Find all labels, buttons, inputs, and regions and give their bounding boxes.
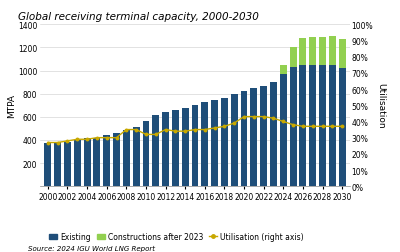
Bar	[142, 122, 149, 186]
Legend: Existing, Constructions after 2023, Utilisation (right axis): Existing, Constructions after 2023, Util…	[46, 229, 306, 244]
Bar	[241, 91, 248, 186]
Utilisation (right axis)	[300, 125, 305, 128]
Bar	[339, 40, 346, 69]
Bar	[300, 66, 306, 186]
Utilisation (right axis)	[271, 117, 276, 120]
Utilisation (right axis)	[193, 129, 198, 132]
Bar	[64, 142, 71, 186]
Line: Utilisation (right axis): Utilisation (right axis)	[46, 116, 344, 144]
Bar	[309, 66, 316, 186]
Utilisation (right axis)	[320, 125, 325, 128]
Bar	[339, 69, 346, 186]
Utilisation (right axis)	[55, 141, 60, 144]
Bar	[290, 48, 296, 68]
Bar	[123, 130, 130, 186]
Bar	[319, 38, 326, 66]
Utilisation (right axis)	[261, 116, 266, 119]
Bar	[309, 38, 316, 66]
Utilisation (right axis)	[144, 133, 148, 136]
Bar	[113, 134, 120, 186]
Text: Source: 2024 IGU World LNG Report: Source: 2024 IGU World LNG Report	[28, 245, 155, 251]
Utilisation (right axis)	[310, 125, 315, 128]
Utilisation (right axis)	[94, 137, 99, 140]
Bar	[211, 101, 218, 186]
Utilisation (right axis)	[114, 137, 119, 140]
Bar	[84, 139, 90, 186]
Utilisation (right axis)	[46, 141, 50, 144]
Utilisation (right axis)	[163, 129, 168, 132]
Bar	[329, 37, 336, 66]
Bar	[280, 75, 287, 186]
Utilisation (right axis)	[65, 140, 70, 143]
Utilisation (right axis)	[291, 124, 296, 127]
Utilisation (right axis)	[134, 129, 138, 132]
Text: Global receiving terminal capacity, 2000-2030: Global receiving terminal capacity, 2000…	[18, 12, 259, 22]
Utilisation (right axis)	[252, 116, 256, 119]
Utilisation (right axis)	[212, 127, 217, 130]
Bar	[182, 108, 189, 186]
Y-axis label: MTPA: MTPA	[8, 94, 16, 118]
Y-axis label: Utilisation: Utilisation	[376, 83, 385, 129]
Utilisation (right axis)	[75, 138, 80, 141]
Utilisation (right axis)	[153, 133, 158, 136]
Bar	[172, 110, 179, 186]
Utilisation (right axis)	[281, 120, 286, 123]
Bar	[152, 115, 159, 186]
Utilisation (right axis)	[232, 122, 237, 125]
Utilisation (right axis)	[202, 129, 207, 132]
Utilisation (right axis)	[124, 129, 129, 132]
Utilisation (right axis)	[85, 138, 90, 141]
Bar	[270, 83, 277, 186]
Utilisation (right axis)	[104, 137, 109, 140]
Bar	[74, 140, 81, 186]
Bar	[250, 89, 257, 186]
Bar	[44, 144, 51, 186]
Bar	[103, 136, 110, 186]
Bar	[300, 39, 306, 66]
Utilisation (right axis)	[330, 125, 335, 128]
Utilisation (right axis)	[173, 130, 178, 133]
Bar	[290, 68, 296, 186]
Bar	[280, 66, 287, 75]
Bar	[133, 128, 140, 186]
Bar	[221, 99, 228, 186]
Utilisation (right axis)	[183, 130, 188, 133]
Bar	[54, 142, 61, 186]
Bar	[192, 106, 198, 186]
Bar	[319, 66, 326, 186]
Bar	[260, 87, 267, 186]
Bar	[94, 138, 100, 186]
Bar	[231, 94, 238, 186]
Utilisation (right axis)	[242, 116, 246, 119]
Utilisation (right axis)	[222, 125, 227, 128]
Utilisation (right axis)	[340, 125, 344, 128]
Bar	[201, 102, 208, 186]
Bar	[329, 66, 336, 186]
Bar	[162, 112, 169, 186]
